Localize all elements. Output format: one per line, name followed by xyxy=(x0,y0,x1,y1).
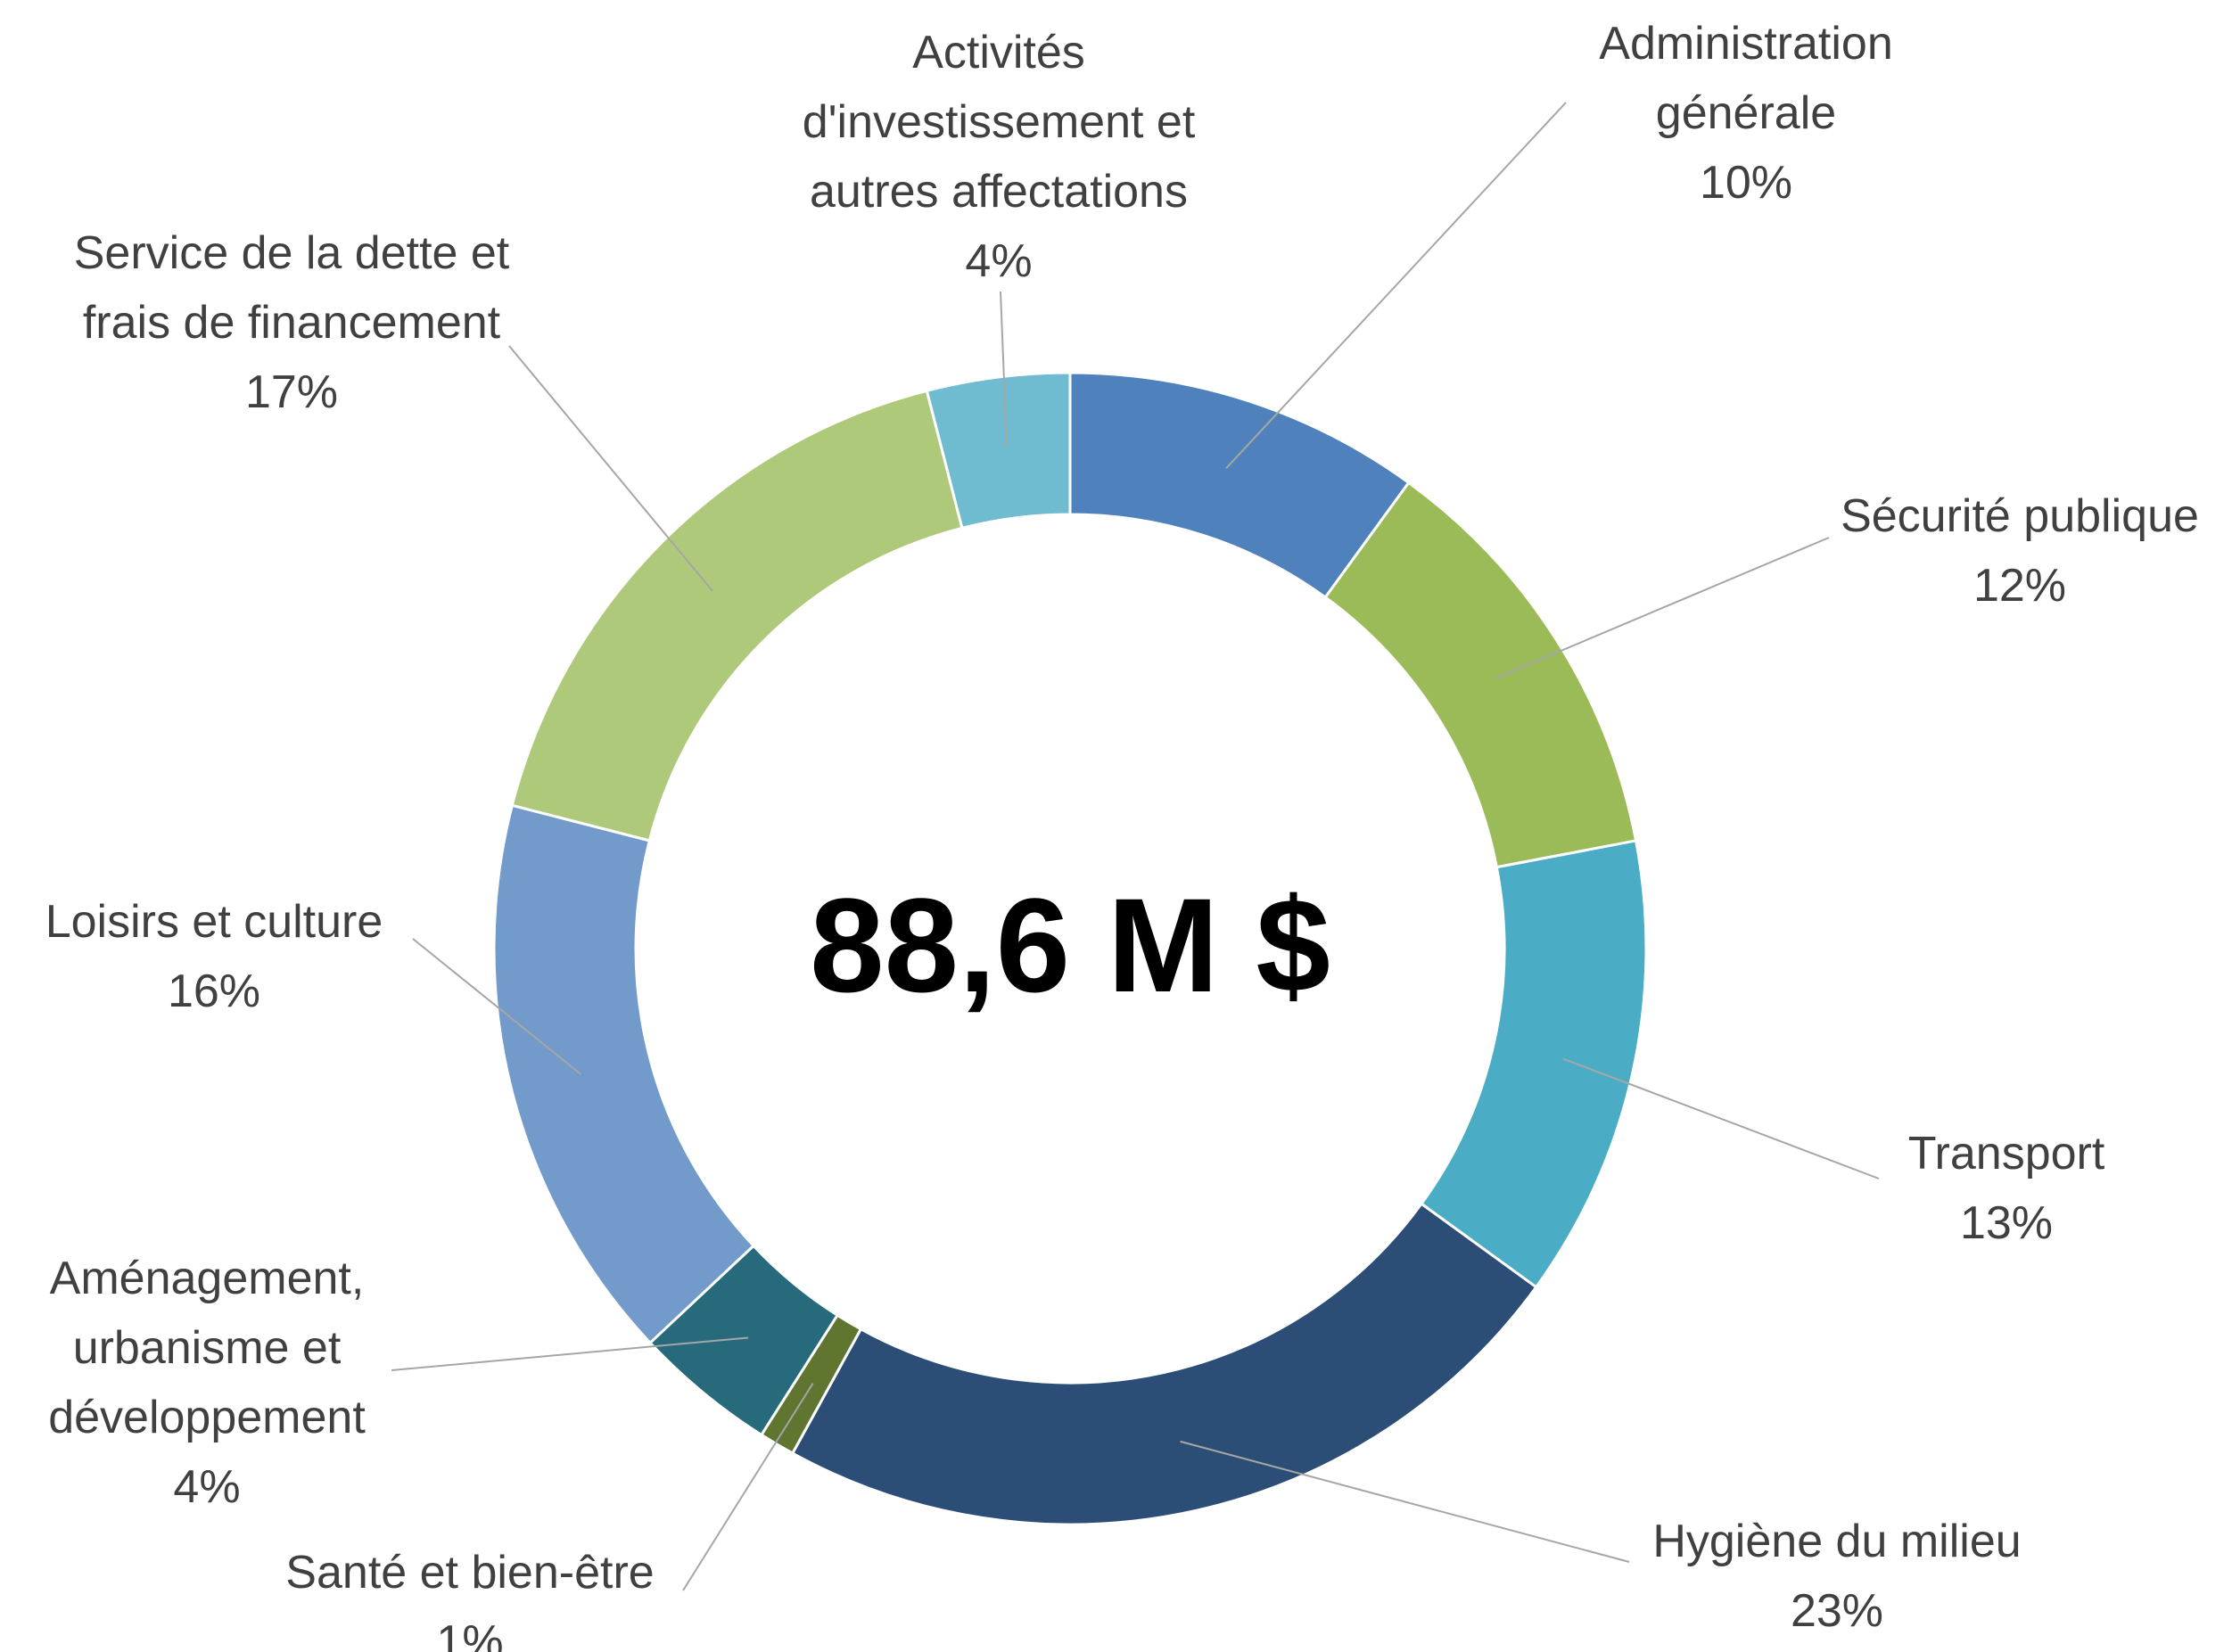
leader-line xyxy=(1000,291,1008,448)
category-name: Loisirs et culture xyxy=(45,896,383,948)
leader-line xyxy=(508,345,714,593)
slice-label: Transport 13% xyxy=(1828,1119,2185,1258)
slice-label: Administration générale 10% xyxy=(1514,9,1978,218)
value-label: 10% xyxy=(1699,157,1793,209)
slice-label: Activités d'investissement et autres aff… xyxy=(749,18,1248,296)
category-name: Sécurité publique xyxy=(1841,490,2199,542)
leader-line xyxy=(1180,1440,1630,1563)
value-label: 17% xyxy=(244,366,339,418)
donut-segment xyxy=(1323,481,1638,869)
slice-label: Loisirs et culture 16% xyxy=(0,887,428,1026)
category-name: Activités d'investissement et autres aff… xyxy=(802,27,1196,218)
value-label: 16% xyxy=(167,966,261,1017)
category-name: Aménagement, urbanisme et développement xyxy=(48,1253,366,1443)
value-label: 4% xyxy=(965,235,1033,287)
category-name: Hygiène du milieu xyxy=(1652,1516,2022,1567)
center-text: 88,6 M $ xyxy=(810,870,1330,1020)
value-label: 1% xyxy=(436,1616,504,1652)
value-label: 23% xyxy=(1790,1585,1884,1637)
category-name: Service de la dette et frais de financem… xyxy=(73,227,510,349)
category-name: Santé et bien-être xyxy=(285,1547,655,1599)
leader-line xyxy=(412,938,581,1075)
leader-line xyxy=(1562,1057,1880,1179)
leader-line xyxy=(391,1336,748,1371)
value-label: 12% xyxy=(1973,560,2067,612)
leader-line xyxy=(1495,537,1830,679)
category-name: Transport xyxy=(1907,1128,2105,1179)
slice-label: Hygiène du milieu 23% xyxy=(1605,1507,2069,1646)
slice-label: Service de la dette et frais de financem… xyxy=(69,218,515,427)
leader-line xyxy=(682,1383,814,1591)
category-name: Administration générale xyxy=(1599,18,1893,139)
slice-label: Aménagement, urbanisme et développement 4… xyxy=(20,1244,394,1522)
slice-label: Sécurité publique 12% xyxy=(1788,481,2232,621)
value-label: 4% xyxy=(173,1461,241,1513)
slice-label: Santé et bien-être 1% xyxy=(256,1538,684,1652)
donut-segment xyxy=(790,1202,1538,1526)
value-label: 13% xyxy=(1959,1197,2054,1249)
donut-segment xyxy=(510,389,964,842)
donut-segment xyxy=(925,371,1072,530)
leader-line xyxy=(1225,102,1567,469)
